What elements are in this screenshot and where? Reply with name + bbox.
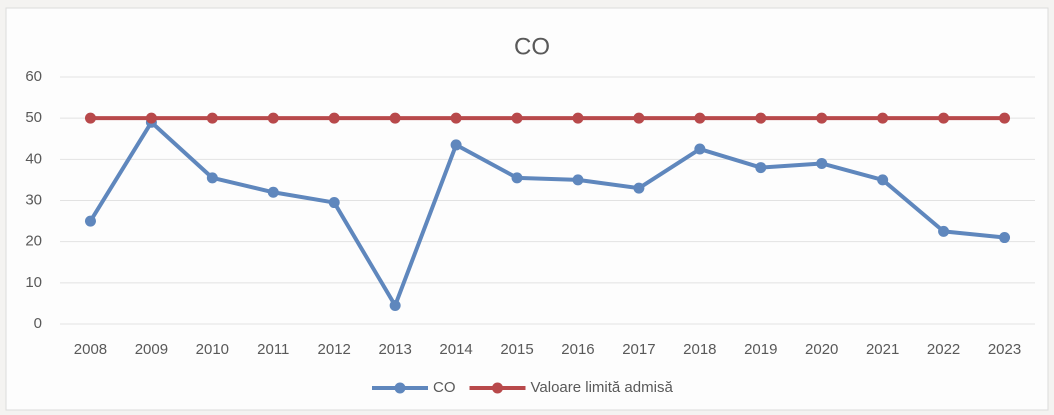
point (206, 112, 218, 124)
point (938, 225, 950, 237)
x-tick-label: 2019 (744, 341, 777, 358)
point (511, 112, 523, 124)
point (389, 299, 401, 311)
point (816, 112, 828, 124)
chart-area (5, 7, 1049, 411)
point (877, 174, 889, 186)
series-line (88, 120, 1005, 308)
legend-marker (394, 382, 406, 394)
x-tick-label: 2012 (318, 341, 351, 358)
y-tick-label: 20 (25, 233, 42, 250)
x-tick-label: 2009 (135, 341, 168, 358)
point (328, 197, 340, 209)
point (633, 112, 645, 124)
point (572, 174, 584, 186)
x-tick-label: 2020 (805, 341, 838, 358)
point (938, 112, 950, 124)
x-tick-label: 2017 (622, 341, 655, 358)
y-tick-label: 40 (25, 150, 42, 167)
point (755, 112, 767, 124)
point (572, 112, 584, 124)
point (450, 112, 462, 124)
point (999, 232, 1011, 244)
x-tick-label: 2021 (866, 341, 899, 358)
y-tick-label: 30 (25, 191, 42, 208)
y-tick-label: 0 (34, 315, 42, 332)
x-tick-label: 2018 (683, 341, 716, 358)
x-tick-label: 2008 (74, 341, 107, 358)
point (389, 112, 401, 124)
point (877, 112, 889, 124)
point (84, 112, 96, 124)
x-tick-label: 2015 (500, 341, 533, 358)
point (511, 172, 523, 184)
point (328, 112, 340, 124)
x-tick-label: 2016 (561, 341, 594, 358)
y-tick-label: 50 (25, 109, 42, 126)
point (755, 162, 767, 174)
point (84, 215, 96, 227)
point (145, 112, 157, 124)
point (267, 186, 279, 198)
point (206, 172, 218, 184)
chart-title: CO (514, 33, 550, 60)
legend-label: CO (433, 379, 456, 396)
point (694, 143, 706, 155)
x-tick-label: 2023 (988, 341, 1021, 358)
point (633, 182, 645, 194)
point (267, 112, 279, 124)
x-tick-label: 2010 (196, 341, 229, 358)
point (816, 157, 828, 169)
point (694, 112, 706, 124)
legend-marker (492, 382, 503, 394)
y-tick-label: 10 (25, 274, 42, 291)
point (999, 112, 1011, 124)
x-tick-label: 2011 (257, 341, 289, 358)
point (450, 139, 462, 151)
legend-label: Valoare limită admisă (531, 379, 674, 396)
x-tick-label: 2014 (439, 341, 472, 358)
x-tick-label: 2013 (378, 341, 411, 358)
y-tick-label: 60 (25, 68, 42, 85)
x-tick-label: 2022 (927, 341, 960, 358)
